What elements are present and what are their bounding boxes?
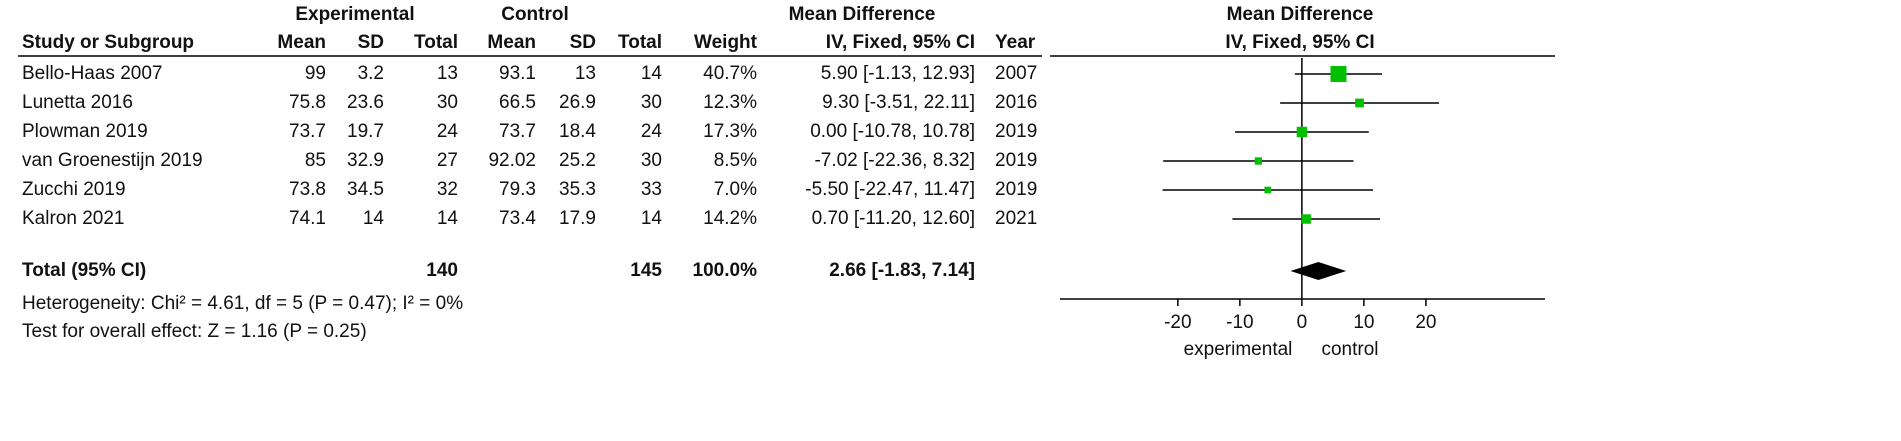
cell: 2019	[995, 121, 1037, 142]
cell: 0.00 [-10.78, 10.78]	[810, 121, 975, 142]
cell: 66.5	[499, 92, 536, 113]
cell: 23.6	[347, 92, 384, 113]
cell: van Groenestijn 2019	[22, 150, 203, 171]
cell: 30	[641, 150, 662, 171]
cell: Lunetta 2016	[22, 92, 133, 113]
cell: 14	[437, 208, 459, 229]
cell: 85	[305, 150, 326, 171]
cell: 19.7	[347, 121, 384, 142]
effect-square	[1296, 126, 1308, 138]
cell: 40.7%	[703, 63, 757, 84]
cell: 24	[437, 121, 459, 142]
total-cell: 100.0%	[693, 260, 758, 281]
cell: 33	[641, 179, 662, 200]
cell: 5.90 [-1.13, 12.93]	[821, 63, 975, 84]
column-header: SD	[358, 32, 384, 53]
effect-square	[1355, 98, 1364, 108]
column-header: Total	[414, 32, 458, 53]
x-tick-label: 0	[1297, 312, 1308, 333]
column-header: Mean	[277, 32, 326, 53]
effect-square	[1264, 186, 1272, 194]
cell: 79.3	[499, 179, 536, 200]
favours-left: experimental	[1184, 339, 1293, 360]
cell: 3.2	[358, 63, 384, 84]
cell: 13	[575, 63, 596, 84]
cell: 27	[437, 150, 458, 171]
cell: 14	[363, 208, 385, 229]
overall-effect: Test for overall effect: Z = 1.16 (P = 0…	[22, 321, 367, 342]
total-cell: 145	[630, 260, 662, 281]
column-header: Study or Subgroup	[22, 32, 194, 53]
cell: Plowman 2019	[22, 121, 148, 142]
plot-title: Mean Difference	[1227, 4, 1374, 25]
plot-method: IV, Fixed, 95% CI	[1225, 32, 1374, 53]
cell: 2019	[995, 150, 1037, 171]
group-header: Control	[501, 4, 569, 25]
total-cell: 2.66 [-1.83, 7.14]	[829, 260, 975, 281]
cell: Zucchi 2019	[22, 179, 126, 200]
column-header: Mean	[487, 32, 536, 53]
cell: 73.7	[289, 121, 326, 142]
favours-right: control	[1321, 339, 1378, 360]
cell: 74.1	[289, 208, 326, 229]
column-header: Weight	[694, 32, 758, 53]
cell: -7.02 [-22.36, 8.32]	[814, 150, 975, 171]
cell: Kalron 2021	[22, 208, 124, 229]
x-tick-label: -10	[1226, 312, 1253, 333]
cell: 18.4	[559, 121, 596, 142]
cell: 2007	[995, 63, 1037, 84]
cell: 73.4	[499, 208, 536, 229]
cell: -5.50 [-22.47, 11.47]	[805, 179, 975, 200]
cell: 17.3%	[703, 121, 757, 142]
effect-square	[1301, 214, 1311, 224]
cell: 14	[641, 63, 663, 84]
cell: 7.0%	[714, 179, 757, 200]
cell: 32.9	[347, 150, 384, 171]
group-header: Mean Difference	[789, 4, 936, 25]
cell: 14	[641, 208, 663, 229]
cell: 75.8	[289, 92, 326, 113]
total-diamond	[1290, 262, 1347, 280]
cell: 2019	[995, 179, 1037, 200]
cell: 24	[641, 121, 663, 142]
x-tick-label: 20	[1415, 312, 1436, 333]
total-cell: 140	[426, 260, 458, 281]
cell: 99	[305, 63, 326, 84]
column-header: Year	[995, 32, 1036, 53]
cell: 73.8	[289, 179, 326, 200]
cell: 8.5%	[714, 150, 757, 171]
column-header: IV, Fixed, 95% CI	[826, 32, 975, 53]
cell: 30	[437, 92, 458, 113]
effect-square	[1330, 66, 1347, 82]
cell: 25.2	[559, 150, 596, 171]
cell: 73.7	[499, 121, 536, 142]
cell: 0.70 [-11.20, 12.60]	[812, 208, 975, 229]
cell: 12.3%	[703, 92, 757, 113]
cell: 30	[641, 92, 662, 113]
cell: 2016	[995, 92, 1037, 113]
column-header: SD	[570, 32, 596, 53]
effect-square	[1254, 157, 1262, 165]
total-cell: Total (95% CI)	[22, 260, 146, 281]
cell: 17.9	[559, 208, 596, 229]
group-header: Experimental	[295, 4, 414, 25]
x-tick-label: 10	[1353, 312, 1374, 333]
cell: 32	[437, 179, 458, 200]
x-tick-label: -20	[1164, 312, 1191, 333]
cell: 35.3	[559, 179, 596, 200]
cell: 26.9	[559, 92, 596, 113]
cell: 14.2%	[703, 208, 757, 229]
cell: Bello-Haas 2007	[22, 63, 162, 84]
cell: 92.02	[488, 150, 536, 171]
cell: 34.5	[347, 179, 384, 200]
heterogeneity: Heterogeneity: Chi² = 4.61, df = 5 (P = …	[22, 293, 463, 314]
cell: 13	[437, 63, 458, 84]
cell: 2021	[995, 208, 1037, 229]
cell: 9.30 [-3.51, 22.11]	[822, 92, 975, 113]
column-header: Total	[618, 32, 662, 53]
cell: 93.1	[499, 63, 536, 84]
